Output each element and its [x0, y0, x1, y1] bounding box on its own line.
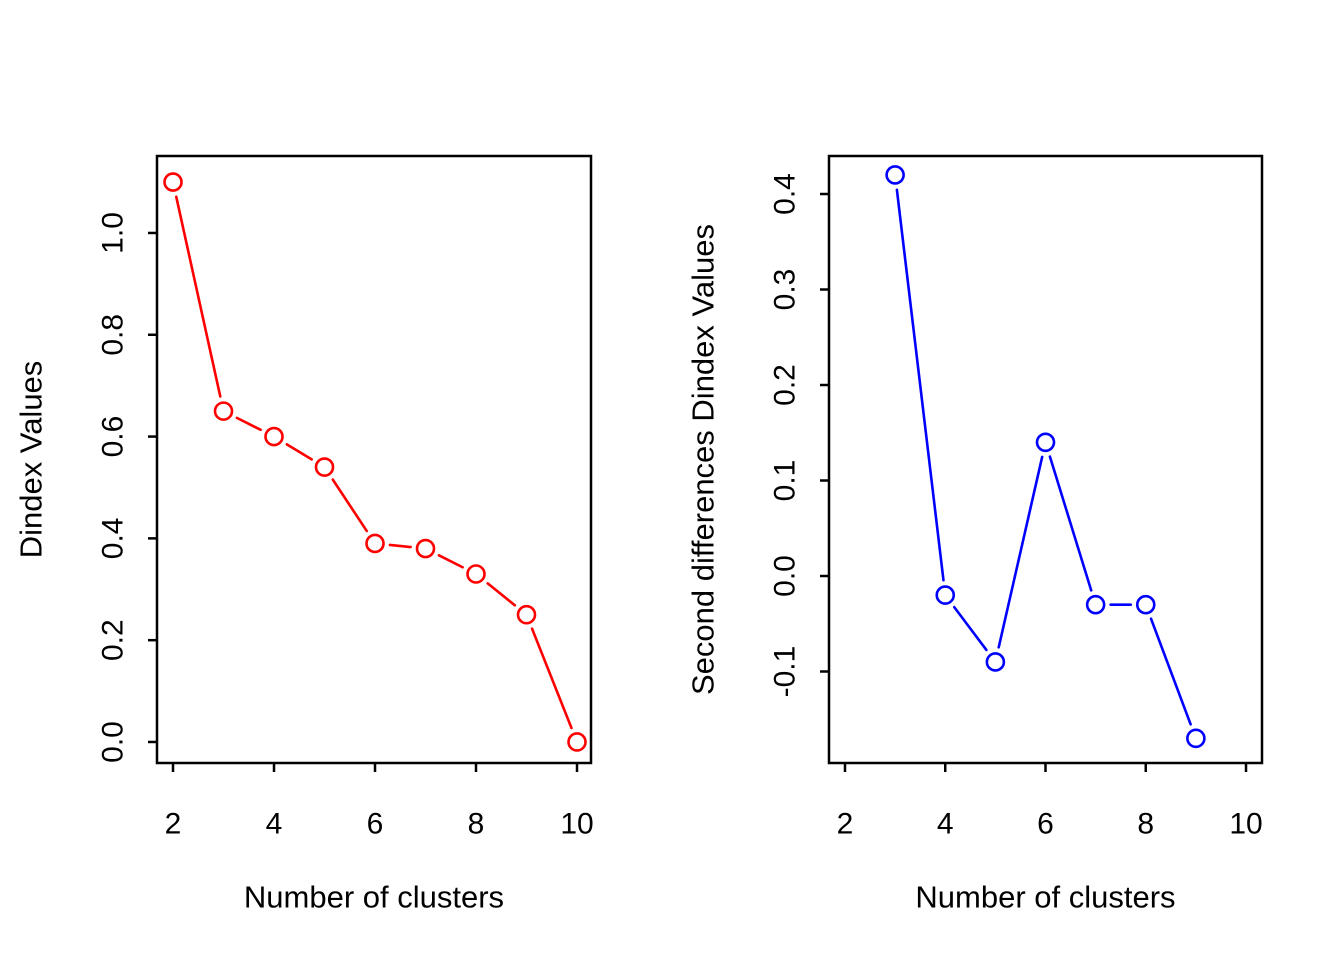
right-panel: 2 4 6 8 10 -0.1 0.0 0.1 0.2 0.3 0.4 Number of clust…	[686, 154, 1264, 915]
left-y-axis-title: Dindex Values	[14, 361, 49, 559]
x-tick-label: 8	[1137, 808, 1154, 841]
data-point-marker	[466, 564, 486, 584]
x-tick-label: 10	[560, 808, 593, 841]
series-line-segment	[486, 582, 517, 607]
data-point-marker	[415, 538, 436, 559]
left-plot-box	[155, 154, 593, 765]
right-y-axis-title: Second differences Dindex Values	[686, 224, 721, 695]
right-plot-box	[827, 154, 1264, 765]
x-tick-label: 2	[837, 808, 854, 841]
data-point-marker	[163, 172, 183, 192]
data-point-marker	[213, 401, 234, 421]
series-line-segment	[235, 416, 262, 432]
y-tick-label: 0.0	[769, 555, 802, 597]
y-tick-label: 0.0	[97, 721, 130, 763]
y-tick-label: 0.2	[97, 619, 130, 661]
data-point-marker	[1085, 594, 1106, 615]
series-line-segment	[285, 443, 313, 461]
y-tick-label: 0.6	[97, 416, 130, 458]
series-line-segment	[1149, 617, 1192, 726]
y-tick-label: -0.1	[769, 646, 802, 698]
data-point-marker	[567, 732, 587, 752]
x-tick-label: 10	[1229, 808, 1262, 841]
series-line-segment	[895, 188, 945, 582]
right-x-axis-title: Number of clusters	[915, 880, 1175, 915]
data-point-marker	[1135, 594, 1156, 615]
data-point-marker	[1186, 728, 1206, 749]
x-tick-label: 2	[165, 808, 182, 841]
series-line-segment	[952, 605, 988, 652]
y-tick-label: 0.1	[769, 460, 802, 502]
x-tick-label: 6	[367, 808, 384, 841]
data-point-marker	[985, 652, 1006, 672]
y-tick-label: 1.0	[97, 212, 130, 254]
x-tick-label: 8	[468, 808, 485, 841]
left-panel: 2 4 6 8 10 0.0 0.2 0.4 0.6 0.8 1.0 Number of cluste…	[14, 154, 594, 915]
data-point-marker	[1035, 432, 1056, 453]
y-tick-label: 0.2	[769, 364, 802, 406]
data-point-marker	[516, 604, 537, 625]
series-line-segment	[1048, 455, 1093, 592]
series-line-segment	[997, 455, 1044, 649]
series-line-segment	[437, 554, 464, 569]
y-tick-label: 0.4	[97, 518, 130, 560]
data-point-marker	[935, 585, 956, 605]
series-line-segment	[388, 543, 412, 549]
y-tick-label: 0.8	[97, 314, 130, 356]
x-tick-label: 4	[937, 808, 954, 841]
left-x-axis-title: Number of clusters	[244, 880, 504, 915]
y-tick-label: 0.4	[769, 173, 802, 215]
data-point-marker	[365, 533, 385, 554]
y-tick-label: 0.3	[769, 269, 802, 311]
data-point-marker	[885, 165, 905, 185]
data-point-marker	[314, 457, 335, 477]
series-line-segment	[530, 627, 573, 730]
series-line-segment	[174, 195, 222, 398]
series-line-segment	[331, 478, 369, 533]
data-point-marker	[264, 426, 284, 447]
x-tick-label: 6	[1037, 808, 1054, 841]
x-tick-label: 4	[266, 808, 283, 841]
